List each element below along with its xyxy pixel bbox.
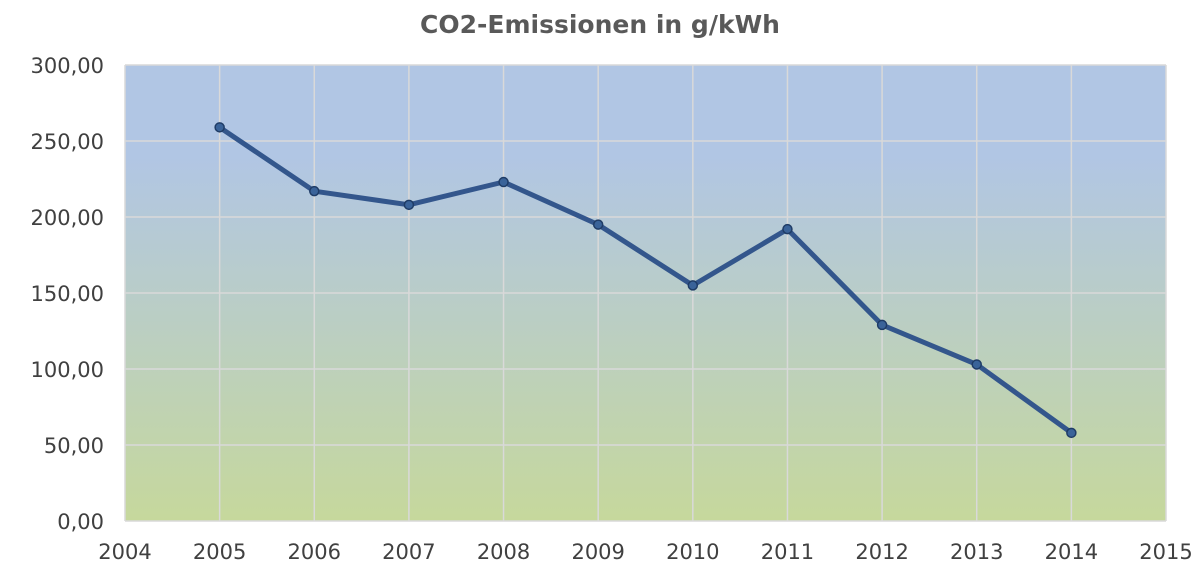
y-tick-label: 250,00 [31,130,104,154]
data-point [309,185,320,197]
x-tick-label: 2005 [193,540,246,564]
data-point [782,223,793,235]
data-point [403,199,415,211]
data-point [876,319,888,331]
data-point [214,122,225,133]
series-group [214,122,1077,439]
data-point [971,359,982,370]
x-tick-label: 2007 [382,540,435,564]
x-tick-label: 2006 [288,540,341,564]
x-tick-label: 2015 [1139,540,1192,564]
chart-title: CO2-Emissionen in g/kWh [420,10,780,39]
grid-lines [124,64,1167,522]
y-tick-label: 100,00 [31,358,104,382]
y-tick-label: 50,00 [44,434,104,458]
x-tick-label: 2014 [1045,540,1098,564]
y-tick-label: 0,00 [57,510,104,534]
x-tick-label: 2011 [761,540,814,564]
x-tick-label: 2009 [571,540,624,564]
x-tick-label: 2008 [477,540,530,564]
x-axis-tick-labels: 2004 2005 2006 2007 2008 2009 2010 2011 2012 2013… [98,540,1192,564]
y-tick-label: 300,00 [31,54,104,78]
series-line [217,124,1074,436]
data-point [498,176,509,188]
y-axis-tick-labels: 0,00 50,00 100,00 150,00 200,00 250,00 300,00 [31,54,104,534]
x-tick-label: 2004 [98,540,151,564]
x-tick-label: 2010 [666,540,719,564]
data-point [1066,427,1077,439]
x-tick-label: 2012 [855,540,908,564]
data-point [687,280,699,291]
y-tick-label: 200,00 [31,206,104,230]
y-tick-label: 150,00 [31,282,104,306]
x-tick-label: 2013 [950,540,1003,564]
data-point [592,219,604,230]
